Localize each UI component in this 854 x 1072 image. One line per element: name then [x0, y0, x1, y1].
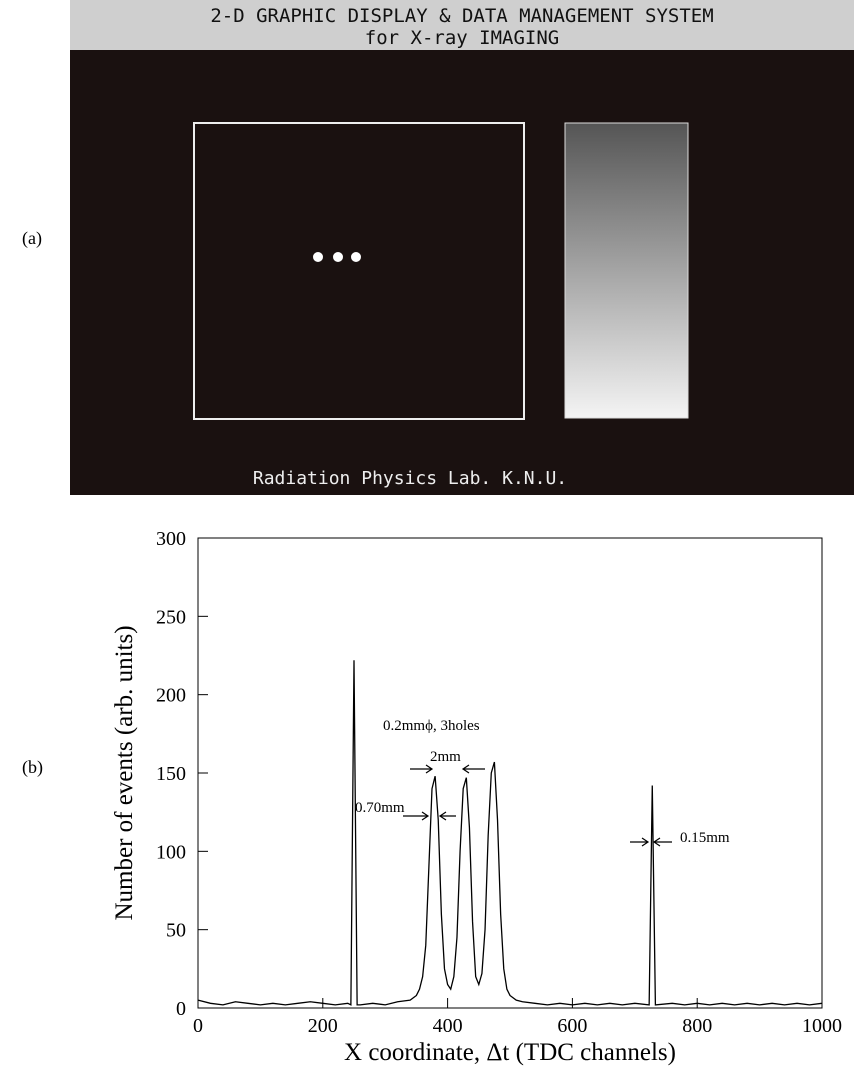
y-tick-label: 250: [156, 606, 186, 628]
y-tick-label: 200: [156, 685, 186, 707]
x-tick-label: 200: [308, 1015, 338, 1037]
panel-label: (a): [22, 228, 42, 249]
x-tick-label: 400: [433, 1015, 463, 1037]
spot: [333, 252, 343, 262]
x-tick-label: 600: [557, 1015, 587, 1037]
x-tick-label: 0: [193, 1015, 203, 1037]
y-tick-label: 100: [156, 841, 186, 863]
header-line: 2-D GRAPHIC DISPLAY & DATA MANAGEMENT SY…: [210, 5, 713, 27]
annotation: 2mm: [430, 749, 461, 765]
page: 2-D GRAPHIC DISPLAY & DATA MANAGEMENT SY…: [0, 0, 854, 1072]
panel-label: (b): [22, 757, 43, 778]
x-axis-label: X coordinate, Δt (TDC channels): [344, 1039, 676, 1066]
arrow: [440, 812, 456, 820]
annotation: 0.70mm: [355, 800, 405, 816]
chart: X coordinate, Δt (TDC channels) Number o…: [111, 528, 842, 1066]
y-tick-label: 150: [156, 763, 186, 785]
footer: Radiation Physics Lab. K.N.U.: [253, 468, 567, 489]
annotation: 0.2mmϕ, 3holes: [383, 718, 480, 734]
x-tick-label: 1000: [802, 1015, 842, 1037]
spot: [313, 252, 323, 262]
y-tick-label: 50: [166, 920, 186, 942]
screen: [70, 50, 854, 495]
arrow: [463, 765, 485, 773]
color-scale: [565, 123, 688, 418]
figure: 2-D GRAPHIC DISPLAY & DATA MANAGEMENT SY…: [0, 0, 854, 1072]
arrow: [654, 838, 672, 846]
y-axis-label: Number of events (arb. units): [111, 625, 138, 920]
header-line: for X-ray IMAGING: [365, 27, 559, 49]
plot-frame: [198, 538, 822, 1008]
y-tick-label: 0: [176, 998, 186, 1020]
arrow: [630, 838, 648, 846]
spot: [351, 252, 361, 262]
y-tick-label: 300: [156, 528, 186, 550]
annotation: 0.15mm: [680, 830, 730, 846]
arrows: [403, 765, 672, 846]
x-tick-label: 800: [682, 1015, 712, 1037]
arrow: [403, 812, 428, 820]
arrow: [410, 765, 432, 773]
